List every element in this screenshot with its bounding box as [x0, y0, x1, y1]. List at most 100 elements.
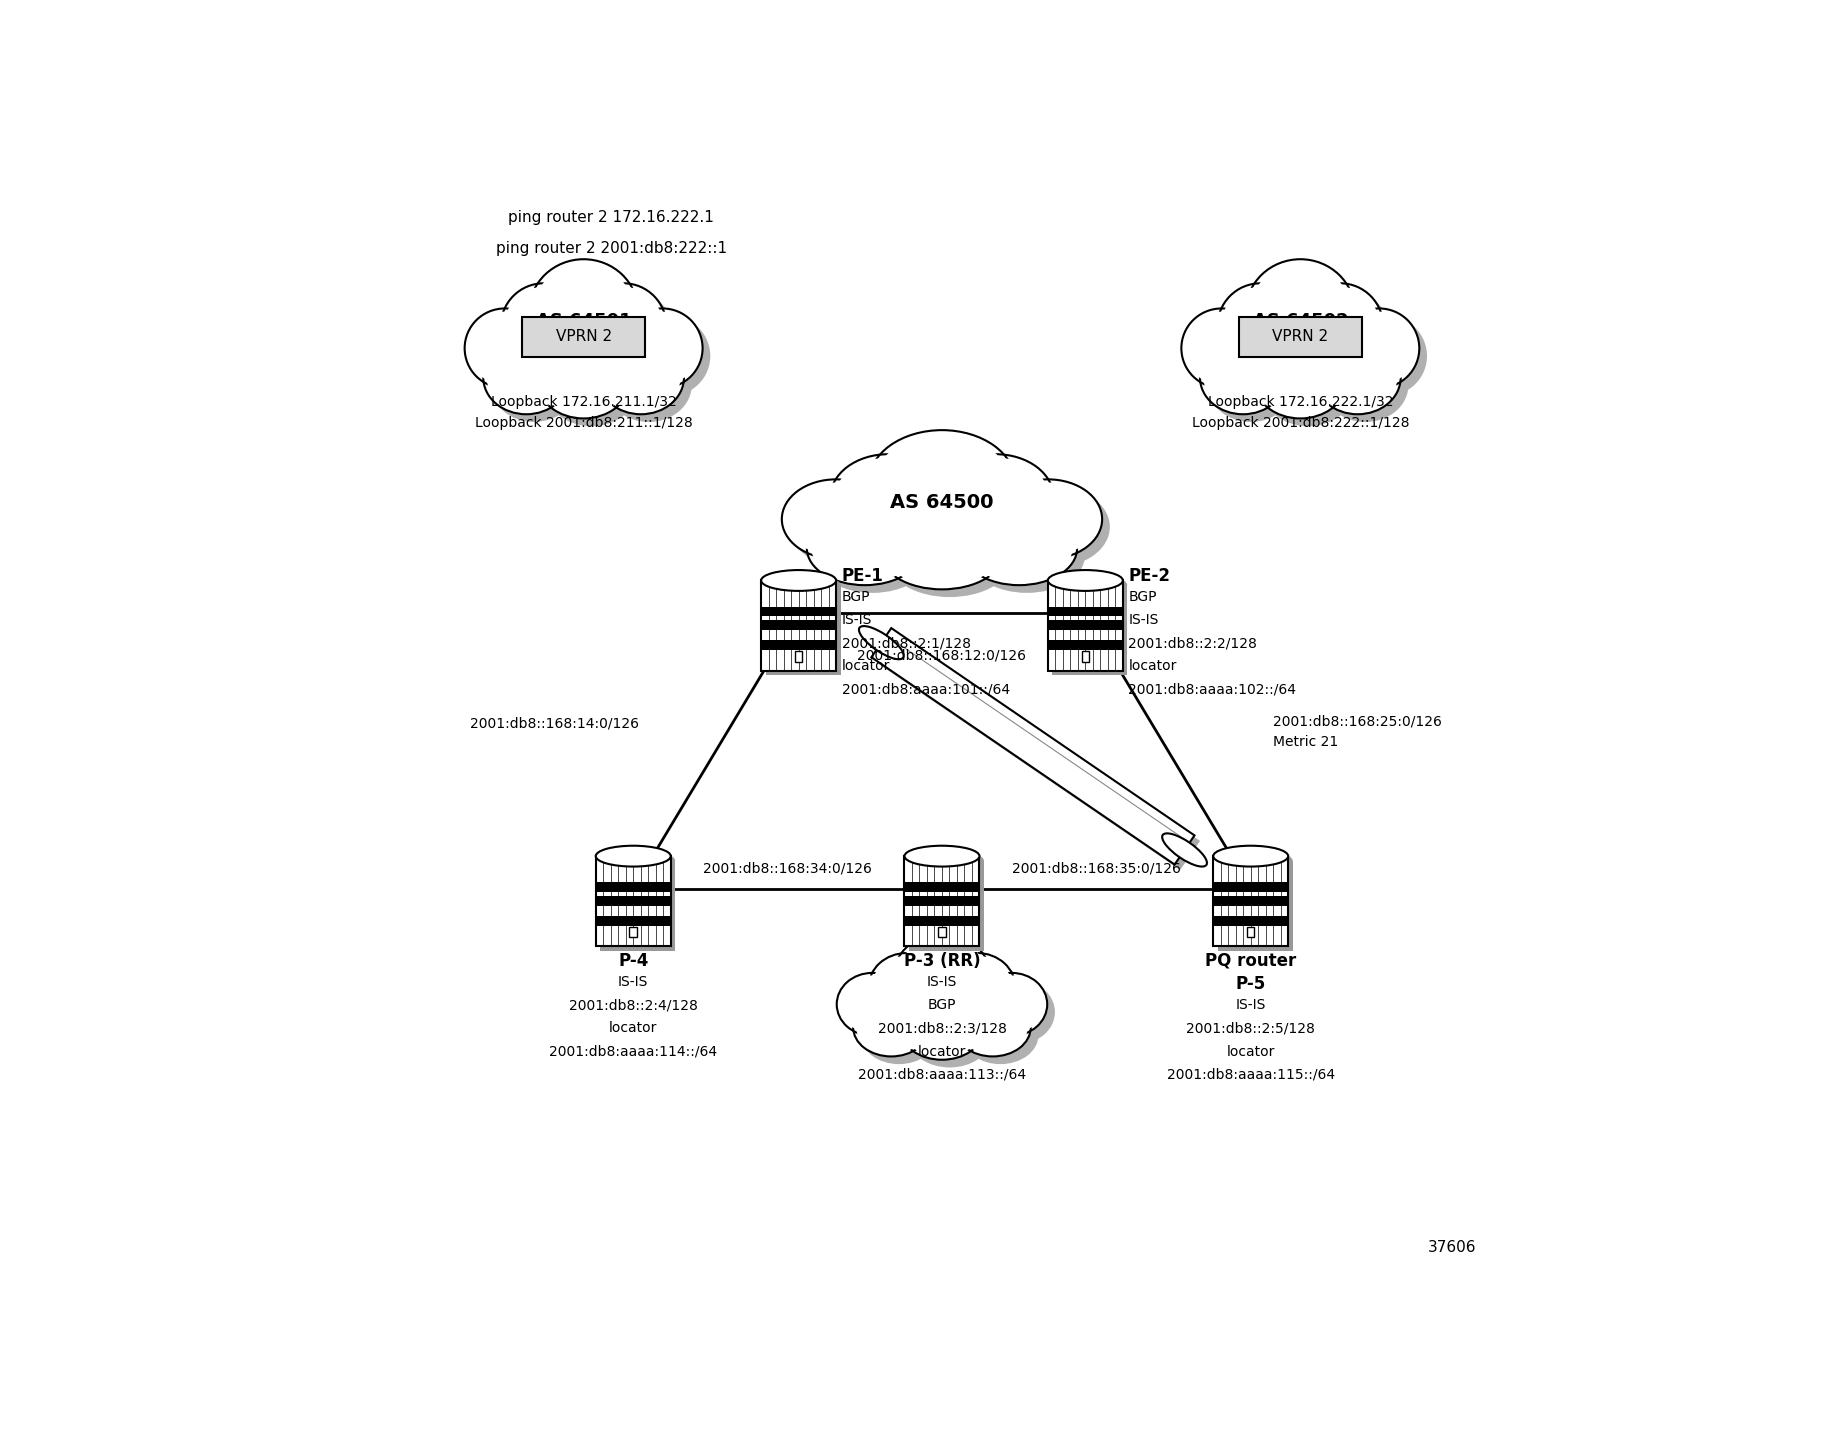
Ellipse shape	[1298, 284, 1384, 371]
Ellipse shape	[1162, 833, 1208, 866]
Bar	[904, 882, 980, 892]
Ellipse shape	[781, 480, 890, 558]
Ellipse shape	[1224, 291, 1310, 379]
Ellipse shape	[625, 312, 700, 385]
Ellipse shape	[943, 955, 1013, 1020]
Ellipse shape	[1213, 846, 1288, 866]
Bar	[937, 927, 947, 938]
Ellipse shape	[875, 434, 1009, 531]
Ellipse shape	[976, 972, 1048, 1035]
Ellipse shape	[943, 458, 1049, 538]
Ellipse shape	[581, 284, 667, 371]
FancyBboxPatch shape	[522, 318, 645, 357]
Ellipse shape	[880, 516, 1004, 590]
Bar	[1048, 607, 1123, 617]
Ellipse shape	[947, 961, 1024, 1030]
Bar	[904, 856, 980, 947]
Ellipse shape	[1322, 348, 1408, 422]
Ellipse shape	[630, 316, 709, 395]
Ellipse shape	[1318, 344, 1397, 411]
Ellipse shape	[465, 308, 544, 388]
Ellipse shape	[842, 461, 1042, 577]
Text: VPRN 2: VPRN 2	[1272, 328, 1329, 344]
Text: 2001:db8:aaaa:115::/64: 2001:db8:aaaa:115::/64	[1167, 1068, 1334, 1081]
Text: locator: locator	[1129, 659, 1176, 673]
Ellipse shape	[877, 438, 1024, 543]
Text: IS-IS: IS-IS	[926, 975, 958, 990]
Text: 2001:db8:aaaa:113::/64: 2001:db8:aaaa:113::/64	[858, 1068, 1026, 1081]
Ellipse shape	[1184, 312, 1259, 385]
Ellipse shape	[939, 954, 1016, 1022]
Ellipse shape	[838, 463, 954, 550]
Bar	[1213, 915, 1288, 925]
Ellipse shape	[812, 514, 917, 583]
Text: 37606: 37606	[1428, 1240, 1476, 1254]
Ellipse shape	[904, 1004, 980, 1057]
Text: AS 64501: AS 64501	[537, 312, 632, 329]
Text: 2001:db8::168:35:0/126: 2001:db8::168:35:0/126	[1013, 861, 1180, 875]
Ellipse shape	[1255, 345, 1345, 418]
Ellipse shape	[1259, 348, 1342, 415]
Ellipse shape	[761, 570, 836, 591]
Ellipse shape	[500, 284, 586, 371]
Ellipse shape	[849, 470, 1049, 584]
Ellipse shape	[857, 1001, 926, 1054]
Text: PE-2: PE-2	[1129, 567, 1171, 584]
Ellipse shape	[807, 511, 923, 586]
Ellipse shape	[1342, 312, 1415, 385]
Ellipse shape	[1231, 295, 1369, 401]
Ellipse shape	[1204, 344, 1283, 411]
Ellipse shape	[1301, 286, 1380, 368]
Bar	[601, 861, 675, 951]
Bar	[1213, 856, 1288, 947]
Ellipse shape	[969, 520, 1084, 593]
Ellipse shape	[539, 345, 629, 418]
Ellipse shape	[910, 851, 983, 871]
Bar	[1081, 652, 1090, 662]
Ellipse shape	[961, 511, 1077, 586]
Ellipse shape	[1254, 266, 1362, 372]
Ellipse shape	[472, 316, 553, 395]
Ellipse shape	[469, 312, 542, 385]
Ellipse shape	[1002, 487, 1110, 567]
Bar	[596, 915, 671, 925]
Bar	[904, 915, 980, 925]
Text: BGP: BGP	[1129, 590, 1156, 604]
Ellipse shape	[880, 962, 1004, 1047]
Text: 2001:db8:aaaa:102::/64: 2001:db8:aaaa:102::/64	[1129, 683, 1296, 696]
Ellipse shape	[871, 955, 941, 1020]
Text: P-4: P-4	[618, 952, 649, 969]
Text: 2001:db8::168:25:0/126: 2001:db8::168:25:0/126	[1272, 715, 1441, 729]
Ellipse shape	[967, 514, 1072, 583]
Text: PQ router: PQ router	[1206, 952, 1296, 969]
Ellipse shape	[947, 463, 1062, 550]
Text: IS-IS: IS-IS	[1129, 613, 1158, 627]
Bar	[761, 607, 836, 617]
FancyBboxPatch shape	[1239, 318, 1362, 357]
Text: locator: locator	[917, 1044, 967, 1058]
Text: 2001:db8::2:1/128: 2001:db8::2:1/128	[842, 636, 970, 650]
Text: 2001:db8::2:2/128: 2001:db8::2:2/128	[1129, 636, 1257, 650]
Bar	[766, 584, 840, 676]
Ellipse shape	[910, 1010, 991, 1067]
Ellipse shape	[858, 626, 904, 659]
Text: Metric 21: Metric 21	[1272, 735, 1338, 749]
Ellipse shape	[869, 430, 1015, 536]
Ellipse shape	[601, 344, 680, 411]
Ellipse shape	[1250, 263, 1351, 359]
Ellipse shape	[831, 454, 947, 543]
Ellipse shape	[884, 967, 1016, 1058]
Bar	[629, 927, 638, 938]
Text: IS-IS: IS-IS	[842, 613, 871, 627]
Text: VPRN 2: VPRN 2	[555, 328, 612, 344]
Ellipse shape	[1051, 574, 1127, 596]
Ellipse shape	[994, 480, 1103, 558]
Text: AS 64500: AS 64500	[890, 493, 994, 513]
Ellipse shape	[937, 454, 1053, 543]
Text: locator: locator	[608, 1021, 658, 1035]
Ellipse shape	[868, 954, 945, 1022]
Bar	[1051, 584, 1127, 676]
Ellipse shape	[1200, 341, 1287, 414]
Polygon shape	[871, 629, 1195, 865]
Ellipse shape	[537, 266, 645, 372]
